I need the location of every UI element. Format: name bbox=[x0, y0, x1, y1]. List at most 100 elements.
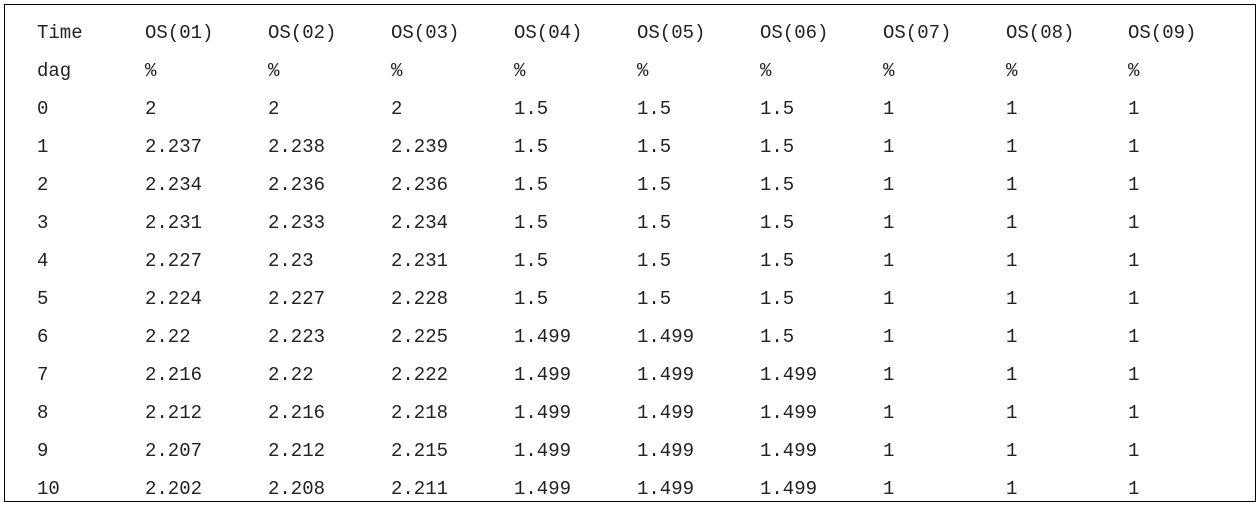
data-table-frame: Time OS(01) OS(02) OS(03) OS(04) OS(05) … bbox=[4, 4, 1256, 502]
value-cell: 2.228 bbox=[391, 288, 449, 310]
table-row: 8 2.212 2.216 2.218 1.499 1.499 1.499 1 1 1 bbox=[5, 394, 1248, 432]
value-cell: 2.23 bbox=[268, 250, 314, 272]
time-cell: 8 bbox=[37, 402, 49, 424]
value-cell: 1.499 bbox=[514, 402, 572, 424]
value-cell: 1 bbox=[1128, 478, 1140, 500]
value-cell: 1 bbox=[883, 364, 895, 386]
value-cell: 2.237 bbox=[145, 136, 203, 158]
value-cell: 1 bbox=[1006, 174, 1018, 196]
value-cell: 1 bbox=[1006, 440, 1018, 462]
header-row: Time OS(01) OS(02) OS(03) OS(04) OS(05) … bbox=[5, 14, 1248, 52]
value-cell: 1.499 bbox=[514, 364, 572, 386]
table-row: 2 2.234 2.236 2.236 1.5 1.5 1.5 1 1 1 bbox=[5, 166, 1248, 204]
value-cell: 1 bbox=[1006, 250, 1018, 272]
value-cell: 1.499 bbox=[637, 440, 695, 462]
value-cell: 1 bbox=[1128, 364, 1140, 386]
value-cell: 1.5 bbox=[760, 136, 795, 158]
header-cell: OS(04) bbox=[514, 22, 583, 44]
value-cell: 2.227 bbox=[268, 288, 326, 310]
value-cell: 1.5 bbox=[637, 136, 672, 158]
time-cell: 2 bbox=[37, 174, 49, 196]
value-cell: 1 bbox=[883, 478, 895, 500]
value-cell: 1 bbox=[1128, 212, 1140, 234]
value-cell: 1 bbox=[1006, 212, 1018, 234]
value-cell: 2.216 bbox=[268, 402, 326, 424]
value-cell: 1.5 bbox=[760, 250, 795, 272]
value-cell: 2 bbox=[391, 98, 403, 120]
value-cell: 1.5 bbox=[760, 174, 795, 196]
time-cell: 1 bbox=[37, 136, 49, 158]
value-cell: 1.5 bbox=[514, 136, 549, 158]
table-row: 0 2 2 2 1.5 1.5 1.5 1 1 1 bbox=[5, 90, 1248, 128]
value-cell: 1 bbox=[883, 288, 895, 310]
unit-cell: % bbox=[391, 60, 403, 82]
header-cell: OS(03) bbox=[391, 22, 460, 44]
value-cell: 2.211 bbox=[391, 478, 449, 500]
header-cell: OS(05) bbox=[637, 22, 706, 44]
value-cell: 1.499 bbox=[760, 402, 818, 424]
table-row: 6 2.22 2.223 2.225 1.499 1.499 1.5 1 1 1 bbox=[5, 318, 1248, 356]
value-cell: 1.499 bbox=[760, 364, 818, 386]
time-cell: 9 bbox=[37, 440, 49, 462]
value-cell: 1 bbox=[883, 212, 895, 234]
value-cell: 2.202 bbox=[145, 478, 203, 500]
value-cell: 1.499 bbox=[637, 364, 695, 386]
value-cell: 1 bbox=[1128, 402, 1140, 424]
value-cell: 1 bbox=[1006, 136, 1018, 158]
value-cell: 1 bbox=[1128, 440, 1140, 462]
table-row: 4 2.227 2.23 2.231 1.5 1.5 1.5 1 1 1 bbox=[5, 242, 1248, 280]
value-cell: 2.223 bbox=[268, 326, 326, 348]
table-row: 1 2.237 2.238 2.239 1.5 1.5 1.5 1 1 1 bbox=[5, 128, 1248, 166]
header-cell: OS(01) bbox=[145, 22, 214, 44]
value-cell: 2.236 bbox=[391, 174, 449, 196]
value-cell: 1.5 bbox=[637, 250, 672, 272]
value-cell: 2.236 bbox=[268, 174, 326, 196]
value-cell: 1.5 bbox=[514, 212, 549, 234]
value-cell: 2.215 bbox=[391, 440, 449, 462]
header-cell: Time bbox=[37, 22, 83, 44]
header-cell: OS(08) bbox=[1006, 22, 1075, 44]
unit-cell: % bbox=[1128, 60, 1140, 82]
value-cell: 1 bbox=[883, 326, 895, 348]
value-cell: 1 bbox=[1006, 326, 1018, 348]
time-cell: 10 bbox=[37, 478, 60, 500]
value-cell: 2.207 bbox=[145, 440, 203, 462]
value-cell: 2.227 bbox=[145, 250, 203, 272]
value-cell: 2.233 bbox=[268, 212, 326, 234]
table-row: 3 2.231 2.233 2.234 1.5 1.5 1.5 1 1 1 bbox=[5, 204, 1248, 242]
time-cell: 7 bbox=[37, 364, 49, 386]
value-cell: 1 bbox=[1128, 174, 1140, 196]
value-cell: 1.499 bbox=[637, 402, 695, 424]
unit-cell: % bbox=[268, 60, 280, 82]
value-cell: 1 bbox=[1128, 136, 1140, 158]
unit-cell: % bbox=[1006, 60, 1018, 82]
value-cell: 1 bbox=[1128, 326, 1140, 348]
value-cell: 1.5 bbox=[637, 174, 672, 196]
value-cell: 1 bbox=[1006, 364, 1018, 386]
value-cell: 2.222 bbox=[391, 364, 449, 386]
table-row: 7 2.216 2.22 2.222 1.499 1.499 1.499 1 1 1 bbox=[5, 356, 1248, 394]
value-cell: 2.231 bbox=[145, 212, 203, 234]
time-cell: 4 bbox=[37, 250, 49, 272]
value-cell: 1.5 bbox=[760, 288, 795, 310]
value-cell: 2.22 bbox=[268, 364, 314, 386]
unit-cell: dag bbox=[37, 60, 72, 82]
value-cell: 2.22 bbox=[145, 326, 191, 348]
value-cell: 2.212 bbox=[268, 440, 326, 462]
value-cell: 1.499 bbox=[760, 440, 818, 462]
header-cell: OS(07) bbox=[883, 22, 952, 44]
value-cell: 1 bbox=[883, 174, 895, 196]
value-cell: 1 bbox=[1006, 402, 1018, 424]
unit-cell: % bbox=[883, 60, 895, 82]
time-cell: 5 bbox=[37, 288, 49, 310]
value-cell: 2.216 bbox=[145, 364, 203, 386]
value-cell: 1 bbox=[1128, 250, 1140, 272]
value-cell: 1 bbox=[1006, 98, 1018, 120]
header-cell: OS(06) bbox=[760, 22, 829, 44]
table-row: 5 2.224 2.227 2.228 1.5 1.5 1.5 1 1 1 bbox=[5, 280, 1248, 318]
value-cell: 1.5 bbox=[514, 174, 549, 196]
unit-cell: % bbox=[514, 60, 526, 82]
value-cell: 1.499 bbox=[760, 478, 818, 500]
value-cell: 1 bbox=[1128, 288, 1140, 310]
unit-cell: % bbox=[145, 60, 157, 82]
